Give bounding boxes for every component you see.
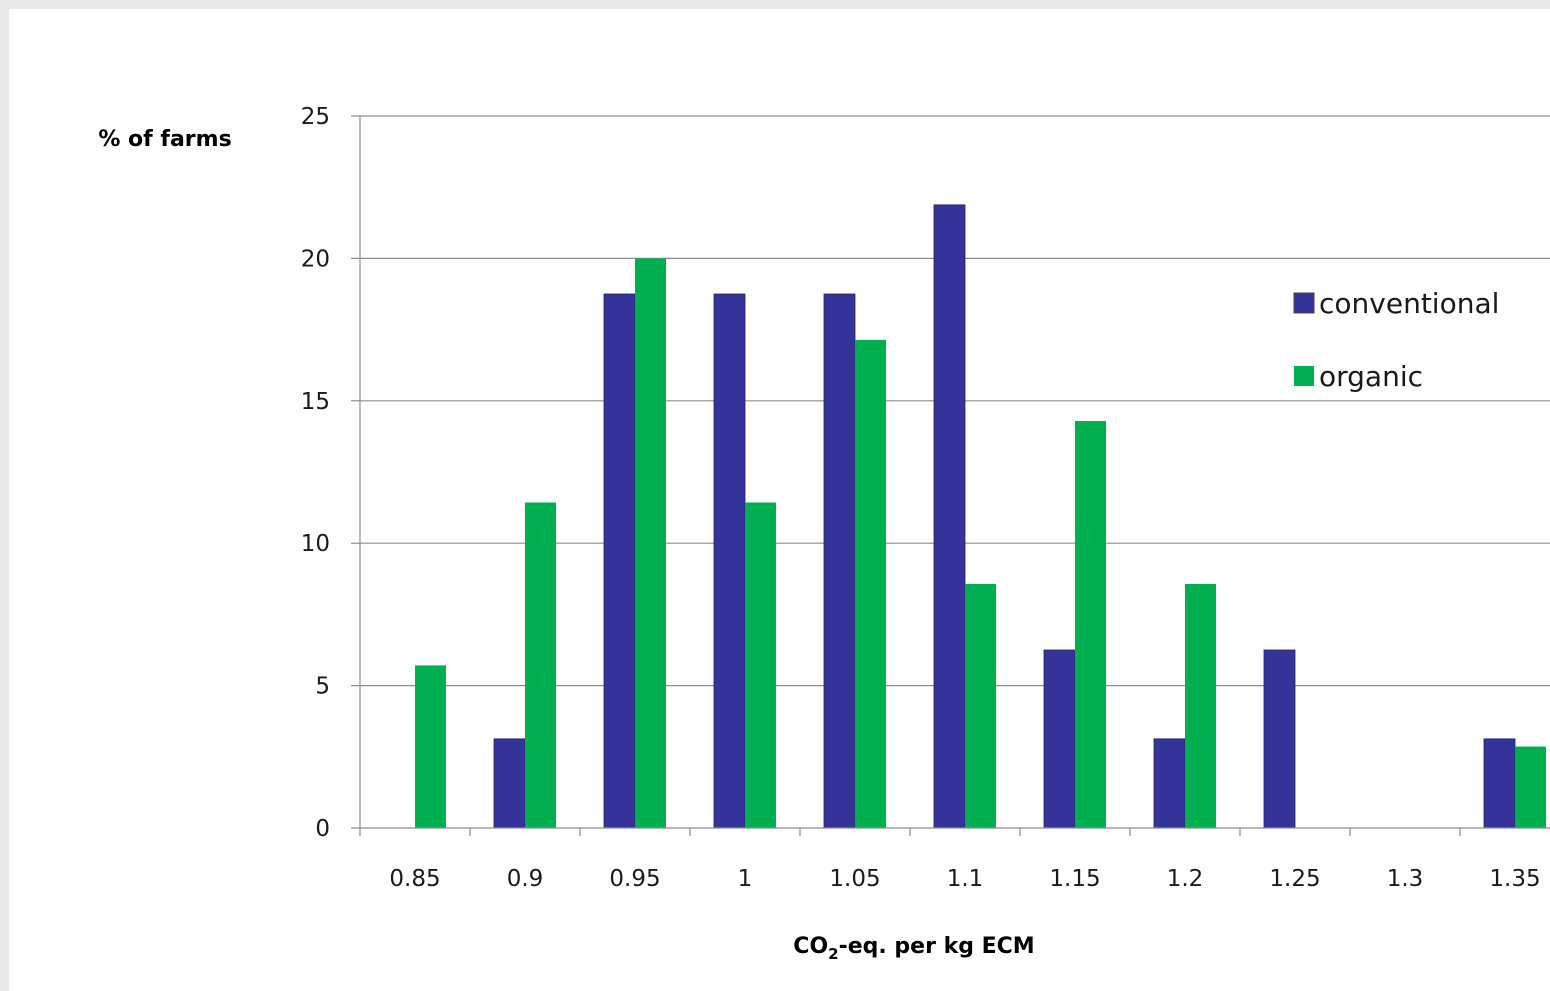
x-tick-label: 1.25 bbox=[1269, 866, 1320, 892]
bar-organic-1 bbox=[745, 502, 776, 828]
bar-organic-1.35 bbox=[1515, 746, 1546, 828]
x-tick-label: 1.35 bbox=[1489, 866, 1540, 892]
legend-label-conventional: conventional bbox=[1319, 287, 1499, 320]
bar-conventional-1.05 bbox=[823, 293, 856, 829]
legend: conventional organic bbox=[1293, 287, 1499, 393]
x-tick-label: 1.1 bbox=[947, 866, 984, 892]
bar-conventional-0.95 bbox=[603, 293, 636, 829]
bar-organic-0.9 bbox=[525, 502, 556, 828]
bar-conventional-0.9 bbox=[493, 738, 526, 829]
y-tick-label: 20 bbox=[301, 246, 330, 272]
y-tick-label: 10 bbox=[301, 531, 330, 557]
x-tick-label: 0.85 bbox=[389, 866, 440, 892]
bar-organic-1.1 bbox=[965, 583, 996, 828]
bar-conventional-1.2 bbox=[1153, 738, 1186, 829]
bar-organic-0.95 bbox=[635, 258, 666, 828]
y-tick-label: 15 bbox=[301, 389, 330, 415]
bar-conventional-1 bbox=[713, 293, 746, 829]
x-axis-ticks: 0.85 0.9 0.95 1 1.05 1.1 1.15 1.2 1.25 1.3 1.35 bbox=[359, 828, 1541, 892]
legend-swatch-organic bbox=[1294, 366, 1314, 386]
y-tick-label: 0 bbox=[315, 816, 330, 842]
legend-swatch-conventional bbox=[1293, 292, 1315, 314]
legend-label-organic: organic bbox=[1319, 360, 1423, 393]
x-tick-label: 1.2 bbox=[1167, 866, 1204, 892]
x-tick-label: 1.3 bbox=[1387, 866, 1424, 892]
bar-organic-1.2 bbox=[1185, 583, 1216, 828]
bar-conventional-1.15 bbox=[1043, 649, 1076, 829]
bar-conventional-1.25 bbox=[1263, 649, 1296, 829]
y-tick-label: 25 bbox=[301, 104, 330, 130]
bar-conventional-1.1 bbox=[933, 204, 966, 829]
x-tick-label: 0.95 bbox=[609, 866, 660, 892]
bars bbox=[415, 204, 1546, 829]
x-tick-label: 1.05 bbox=[829, 866, 880, 892]
y-axis-ticks: 0 5 10 15 20 25 bbox=[301, 104, 360, 842]
bar-organic-1.05 bbox=[855, 339, 886, 828]
bar-conventional-1.35 bbox=[1483, 738, 1516, 829]
bar-organic-1.15 bbox=[1075, 421, 1106, 828]
x-tick-label: 0.9 bbox=[507, 866, 544, 892]
y-axis-title: % of farms bbox=[98, 127, 231, 152]
x-tick-label: 1 bbox=[738, 866, 753, 892]
x-axis-title: CO2-eq. per kg ECM bbox=[793, 934, 1034, 963]
y-tick-label: 5 bbox=[315, 674, 330, 700]
bar-organic-0.85 bbox=[415, 665, 446, 828]
x-tick-label: 1.15 bbox=[1049, 866, 1100, 892]
